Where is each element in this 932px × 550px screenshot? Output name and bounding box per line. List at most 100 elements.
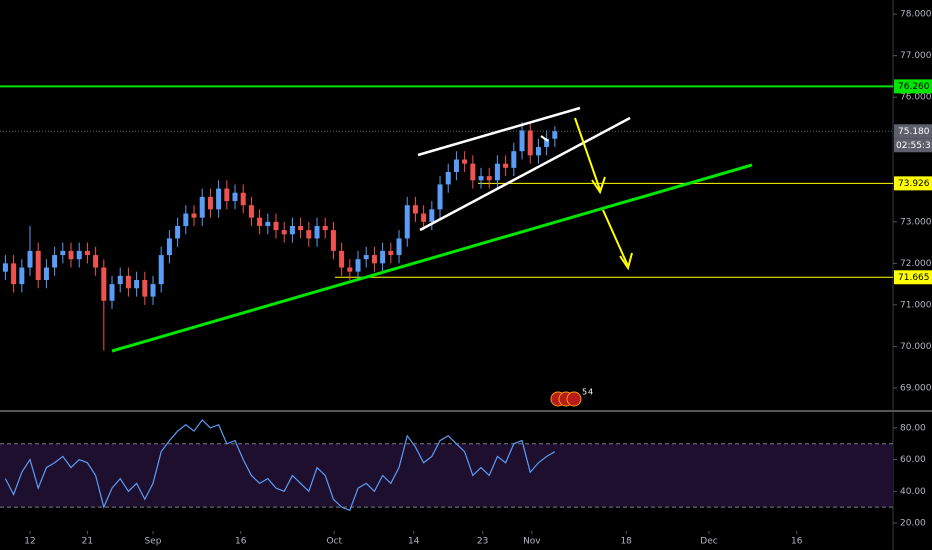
countdown: 02:55:31 bbox=[896, 141, 932, 151]
x-tick-label: 16 bbox=[791, 537, 803, 547]
candle-body bbox=[232, 192, 238, 202]
candle-body bbox=[322, 225, 328, 231]
x-tick-label: 12 bbox=[24, 537, 35, 547]
candle-body bbox=[43, 267, 49, 280]
candle-body bbox=[265, 221, 271, 226]
candle-body bbox=[552, 131, 558, 139]
candle-body bbox=[486, 176, 492, 181]
y-tick-label: 78.000 bbox=[900, 10, 932, 20]
price-label-box bbox=[894, 124, 932, 139]
candle-body bbox=[125, 275, 131, 289]
candle-body bbox=[544, 138, 550, 148]
price-label: 71.665 bbox=[898, 273, 930, 283]
candle-body bbox=[257, 217, 263, 226]
candle-body bbox=[117, 275, 123, 285]
candle-body bbox=[478, 176, 484, 181]
candle-body bbox=[216, 188, 222, 210]
arrow bbox=[574, 117, 601, 191]
price-lines bbox=[0, 85, 893, 278]
x-tick-label: Dec bbox=[700, 537, 717, 547]
candle-body bbox=[27, 250, 33, 268]
y-tick-label: 70.000 bbox=[900, 342, 932, 352]
candle-body bbox=[527, 130, 533, 156]
rsi-tick-label: 20.00 bbox=[900, 519, 926, 529]
candle-body bbox=[224, 188, 230, 202]
candle-body bbox=[19, 267, 25, 285]
y-tick-label: 73.000 bbox=[900, 217, 932, 227]
candle-body bbox=[314, 225, 320, 239]
price-label: 75.180 bbox=[898, 127, 930, 137]
candle-body bbox=[35, 250, 41, 280]
candle-body bbox=[134, 279, 140, 289]
candle-body bbox=[396, 238, 402, 256]
candle-body bbox=[289, 225, 295, 235]
y-tick-label: 71.000 bbox=[900, 300, 932, 310]
rsi-line bbox=[4, 419, 556, 512]
candle-body bbox=[84, 250, 90, 256]
candle-body bbox=[535, 147, 541, 156]
candle-body bbox=[421, 213, 427, 222]
candle-body bbox=[347, 267, 353, 272]
candle-body bbox=[445, 171, 451, 185]
candle-body bbox=[11, 263, 17, 285]
candle-body bbox=[380, 250, 386, 264]
x-tick-label: Nov bbox=[523, 537, 541, 547]
arrow-head bbox=[591, 176, 606, 195]
candle-body bbox=[76, 250, 82, 260]
arrow-head bbox=[619, 252, 633, 271]
x-tick-label: 23 bbox=[477, 537, 488, 547]
countdown-box bbox=[894, 138, 932, 153]
candle-body bbox=[207, 196, 213, 210]
x-tick-label: 21 bbox=[82, 537, 93, 547]
candle-body bbox=[388, 250, 394, 256]
rsi-tick-label: 80.00 bbox=[900, 423, 926, 433]
y-tick-label: 76.000 bbox=[900, 93, 932, 103]
candle-body bbox=[183, 213, 189, 226]
price-label-box bbox=[894, 176, 932, 191]
candle-body bbox=[68, 250, 74, 260]
price-label-box bbox=[894, 270, 932, 285]
x-tick-label: Sep bbox=[145, 537, 162, 547]
channel-top bbox=[417, 106, 581, 157]
x-tick-label: 14 bbox=[408, 537, 420, 547]
candle-body bbox=[175, 225, 181, 239]
candle-body bbox=[437, 184, 443, 210]
candle-body bbox=[453, 159, 459, 172]
candle-body bbox=[330, 230, 336, 251]
candle-body bbox=[298, 225, 304, 231]
candle-body bbox=[429, 209, 435, 222]
tick-mark bbox=[540, 135, 549, 142]
candle-body bbox=[166, 238, 172, 256]
y-tick-label: 77.000 bbox=[900, 51, 932, 61]
candle-body bbox=[494, 163, 500, 181]
arrow bbox=[602, 209, 629, 267]
price-label: 73.926 bbox=[898, 179, 930, 189]
badge-text: 5 bbox=[582, 388, 587, 397]
candle-body bbox=[158, 255, 164, 285]
rsi-pane bbox=[0, 443, 893, 508]
drawings: 5 4 bbox=[111, 106, 753, 407]
event-icon[interactable] bbox=[566, 391, 582, 407]
candle-body bbox=[339, 250, 345, 268]
candle-body bbox=[355, 259, 361, 272]
rsi-tick-label: 60.00 bbox=[900, 455, 926, 465]
x-tick-label: 16 bbox=[235, 537, 247, 547]
candle-body bbox=[470, 163, 476, 181]
candle-body bbox=[371, 255, 377, 264]
candle-body bbox=[519, 130, 525, 152]
candle-body bbox=[199, 196, 205, 218]
candle-body bbox=[462, 159, 468, 164]
trendline bbox=[111, 163, 753, 353]
candle-body bbox=[93, 255, 99, 268]
price-label-box bbox=[894, 79, 932, 94]
candle-body bbox=[109, 284, 115, 301]
axis-labels: 78.000 77.000 76.000 73.000 72.000 71.000 70.0… bbox=[24, 10, 932, 547]
candle-body bbox=[248, 205, 254, 218]
badge-text: 4 bbox=[588, 388, 593, 397]
price-label: 76.260 bbox=[898, 82, 930, 92]
candles bbox=[2, 122, 558, 512]
candle-body bbox=[52, 255, 58, 268]
x-tick-label: 18 bbox=[620, 537, 632, 547]
candle-body bbox=[306, 230, 312, 239]
